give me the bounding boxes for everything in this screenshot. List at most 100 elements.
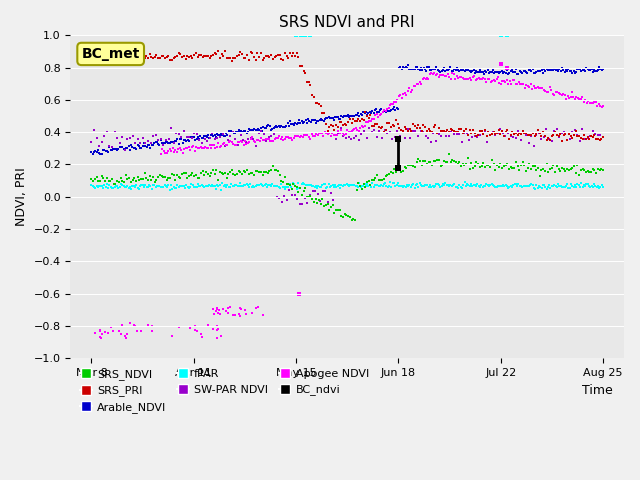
Point [502, 64, 512, 72]
Point [531, 166, 541, 174]
Point [187, 134, 197, 142]
Point [201, 168, 211, 176]
Point [330, 181, 340, 189]
Point [595, 136, 605, 144]
Point [212, 334, 223, 341]
Point [593, 135, 603, 143]
Point [330, 126, 340, 134]
Point [95, 177, 105, 185]
Point [365, 117, 376, 125]
Point [447, 156, 458, 164]
Point [456, 66, 466, 74]
Point [216, 333, 226, 340]
Point [208, 167, 218, 174]
Point [545, 83, 555, 90]
Point [310, 99, 321, 107]
Point [584, 66, 594, 74]
Point [351, 117, 362, 125]
Point [278, 136, 289, 144]
Point [589, 180, 599, 187]
Point [182, 183, 193, 191]
Point [441, 72, 451, 80]
Point [148, 141, 158, 148]
Point [112, 177, 122, 184]
Point [228, 140, 238, 147]
Point [316, 115, 326, 123]
Point [355, 182, 365, 190]
Point [163, 181, 173, 189]
Point [517, 69, 527, 77]
Point [445, 63, 456, 71]
Point [504, 69, 515, 76]
Point [269, 130, 279, 138]
Point [222, 132, 232, 139]
Point [552, 66, 562, 73]
Point [200, 132, 211, 140]
Point [579, 166, 589, 173]
Point [379, 108, 389, 115]
Point [438, 128, 449, 136]
Point [422, 181, 433, 189]
Point [442, 158, 452, 166]
Point [456, 73, 466, 81]
Point [485, 69, 495, 76]
Point [392, 96, 403, 104]
Point [530, 84, 540, 92]
Point [273, 134, 283, 142]
Point [166, 124, 176, 132]
Point [529, 132, 540, 139]
Point [346, 181, 356, 189]
Point [506, 182, 516, 190]
Point [218, 132, 228, 140]
Point [326, 121, 336, 129]
Point [503, 70, 513, 78]
Point [531, 181, 541, 189]
Point [529, 69, 539, 76]
Point [435, 71, 445, 79]
Point [190, 322, 200, 330]
Point [493, 68, 503, 76]
Point [488, 128, 498, 135]
Point [470, 69, 480, 77]
Point [117, 52, 127, 60]
Point [241, 138, 251, 145]
Point [213, 182, 223, 190]
Point [380, 179, 390, 186]
Point [518, 127, 528, 135]
Point [140, 169, 150, 177]
Point [329, 131, 339, 139]
Point [468, 164, 478, 172]
Point [295, 184, 305, 192]
Point [460, 179, 470, 186]
Point [365, 111, 376, 119]
Point [113, 184, 124, 192]
Point [143, 142, 153, 149]
Point [598, 166, 608, 174]
Point [425, 127, 435, 135]
Point [235, 128, 245, 135]
Point [557, 164, 567, 172]
Point [214, 306, 224, 314]
Point [330, 113, 340, 121]
Point [387, 100, 397, 108]
Point [477, 75, 487, 83]
Point [379, 128, 389, 136]
Point [398, 90, 408, 98]
Point [355, 180, 365, 187]
Point [412, 63, 422, 71]
Point [88, 54, 99, 61]
Point [364, 114, 374, 121]
Point [508, 128, 518, 136]
Point [308, 94, 319, 101]
Point [225, 303, 236, 311]
Point [212, 325, 223, 333]
Point [541, 88, 552, 96]
Point [442, 126, 452, 133]
Point [539, 132, 549, 140]
Point [465, 67, 475, 74]
Point [364, 109, 374, 117]
Point [401, 164, 412, 172]
Point [180, 55, 191, 62]
Point [562, 180, 572, 188]
Point [449, 180, 460, 188]
